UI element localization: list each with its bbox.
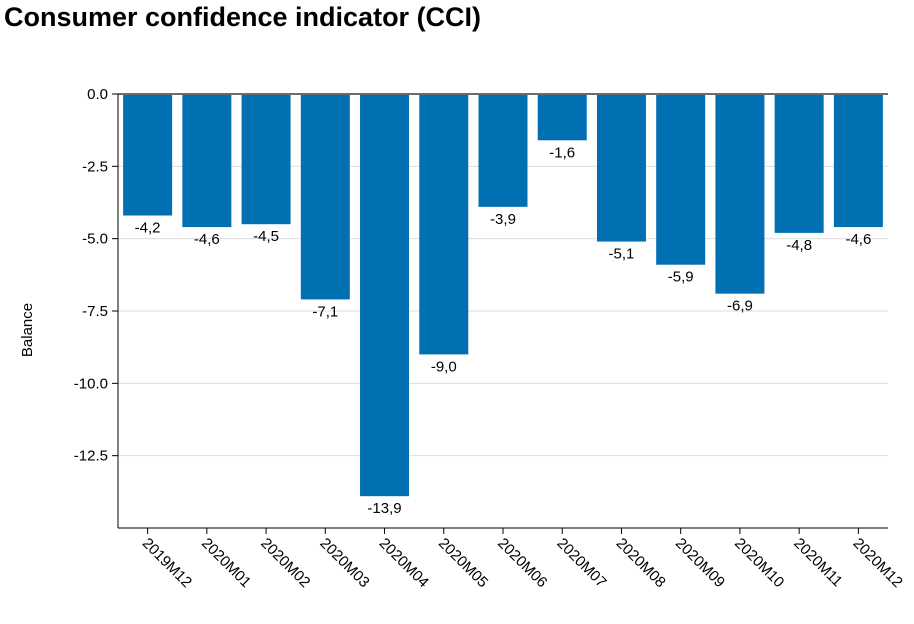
bar [478, 94, 528, 207]
x-tick-label: 2020M05 [435, 535, 491, 591]
x-tick-label: 2020M01 [198, 535, 254, 591]
y-tick-label: 0.0 [87, 86, 108, 103]
bar [656, 94, 706, 265]
data-label: -4,8 [786, 237, 812, 254]
data-label: -5,1 [609, 246, 635, 263]
y-tick-label: -12.5 [74, 448, 108, 465]
x-tick-label: 2020M10 [731, 535, 787, 591]
bar [537, 94, 587, 141]
y-axis-title: Balance [19, 303, 36, 357]
data-label: -7,1 [312, 303, 338, 320]
y-tick-label: -5.0 [82, 231, 108, 248]
data-label: -4,2 [135, 220, 161, 237]
data-label: -3,9 [490, 211, 516, 228]
bar [833, 94, 883, 228]
y-tick-label: -2.5 [82, 158, 108, 175]
bars [123, 94, 883, 497]
data-label: -4,6 [845, 231, 871, 248]
x-tick-label: 2020M09 [672, 535, 728, 591]
y-tick-label: -10.0 [74, 375, 108, 392]
axes [112, 93, 888, 534]
chart-title: Consumer confidence indicator (CCI) [4, 2, 482, 32]
data-label: -13,9 [367, 500, 401, 517]
grid-lines [118, 165, 888, 457]
x-tick-label: 2020M02 [257, 535, 313, 591]
bar [715, 94, 765, 294]
y-tick-label: -7.5 [82, 303, 108, 320]
x-tick-label: 2020M03 [316, 535, 372, 591]
data-label: -4,6 [194, 231, 220, 248]
x-tick-label: 2020M08 [613, 535, 669, 591]
x-tick-label: 2020M06 [494, 535, 550, 591]
x-tick-label: 2020M11 [790, 535, 845, 590]
x-tick-label: 2020M12 [850, 535, 906, 591]
bar [596, 94, 646, 242]
bar [774, 94, 824, 233]
data-label: -6,9 [727, 298, 753, 315]
bar [300, 94, 350, 300]
x-tick-label: 2020M07 [553, 535, 609, 591]
bar [241, 94, 291, 225]
bar [419, 94, 469, 355]
bar [123, 94, 173, 216]
data-label: -5,9 [668, 269, 694, 286]
data-label: -9,0 [431, 358, 457, 375]
x-tick-label: 2019M12 [139, 535, 195, 591]
x-tick-label: 2020M04 [376, 535, 432, 591]
bar [182, 94, 232, 228]
data-label: -4,5 [253, 228, 279, 245]
data-label: -1,6 [549, 144, 575, 161]
bar [360, 94, 410, 497]
